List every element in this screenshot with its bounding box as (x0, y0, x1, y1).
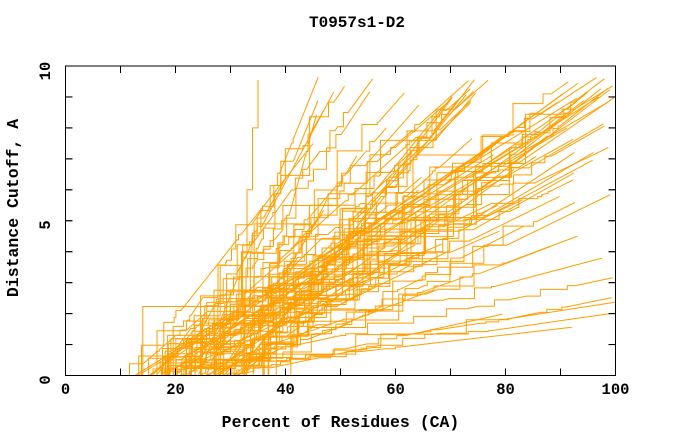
svg-text:40: 40 (276, 381, 295, 399)
svg-text:20: 20 (166, 381, 185, 399)
svg-text:0: 0 (61, 381, 70, 399)
svg-text:0: 0 (37, 375, 55, 384)
svg-text:Distance Cutoff, A: Distance Cutoff, A (4, 119, 23, 297)
svg-text:80: 80 (496, 381, 515, 399)
svg-text:100: 100 (602, 381, 630, 399)
svg-text:10: 10 (37, 62, 55, 81)
svg-text:T0957s1-D2: T0957s1-D2 (309, 14, 405, 32)
svg-text:5: 5 (37, 220, 55, 229)
svg-text:60: 60 (386, 381, 405, 399)
svg-text:Percent of Residues (CA): Percent of Residues (CA) (222, 413, 460, 432)
